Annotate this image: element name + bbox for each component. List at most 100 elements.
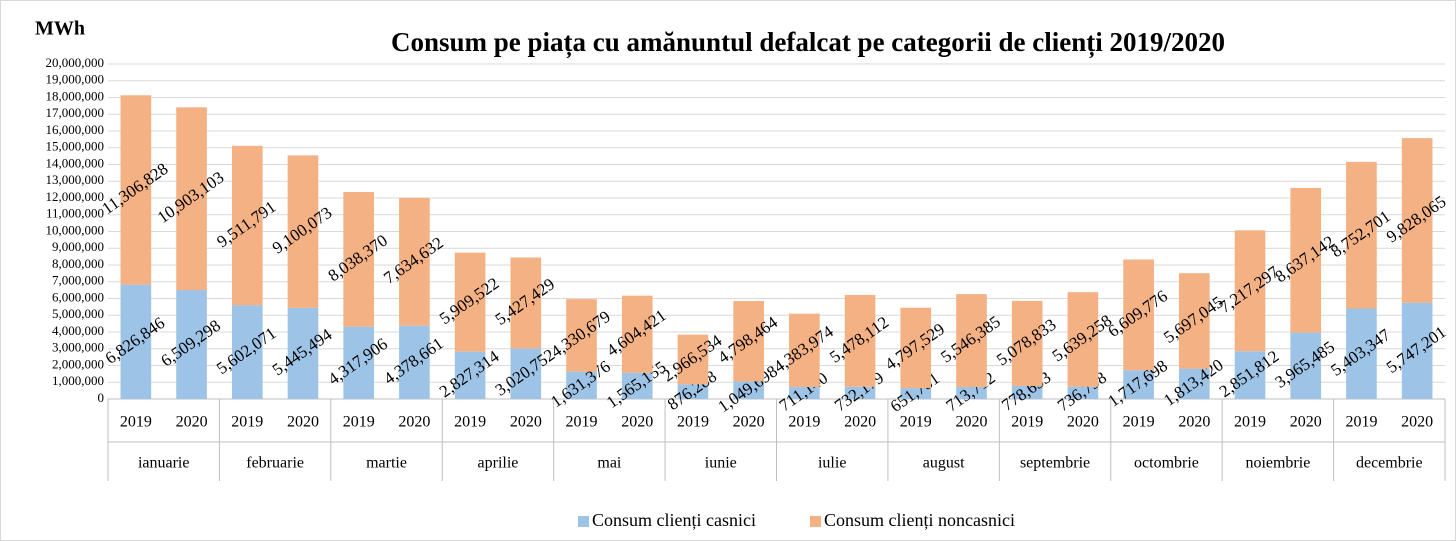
x-tick-label: 2020 (510, 414, 542, 431)
x-tick-label: 2019 (120, 414, 152, 431)
x-group-label: august (923, 455, 965, 472)
bar-segment (1011, 385, 1043, 399)
y-tick-label: 6,000,000 (52, 289, 104, 304)
x-group-label: iunie (705, 455, 737, 472)
x-tick-label: 2020 (398, 414, 430, 431)
bar-segment (1067, 292, 1099, 387)
x-group-label: octombrie (1134, 455, 1199, 472)
bar-segment (454, 351, 486, 399)
x-group-label: ianuarie (138, 455, 190, 472)
legend-swatch (810, 516, 821, 527)
y-tick-label: 2,000,000 (52, 356, 104, 371)
x-tick-label: 2019 (677, 414, 709, 431)
y-tick-label: 11,000,000 (46, 206, 104, 221)
x-group-label: aprilie (478, 455, 519, 472)
y-tick-label: 5,000,000 (52, 306, 104, 321)
x-tick-label: 2020 (955, 414, 987, 431)
bar-segment (510, 257, 542, 349)
x-tick-label: 2019 (231, 414, 263, 431)
bar-segment (1401, 302, 1433, 399)
bar-segment (844, 294, 876, 387)
bar-segment (231, 305, 263, 399)
bar-segment (1234, 351, 1266, 399)
x-group-label: iulie (818, 455, 846, 472)
bar-segment (1178, 273, 1210, 369)
bar-segment (1290, 332, 1322, 399)
x-tick-label: 2020 (176, 414, 208, 431)
bar-segment (1346, 308, 1377, 399)
bar-segment (287, 155, 319, 308)
bar-segment (399, 197, 430, 326)
x-tick-label: 2019 (1011, 414, 1043, 431)
y-tick-label: 18,000,000 (46, 88, 105, 103)
bar-segment (621, 295, 653, 373)
bar-segment (454, 252, 486, 352)
bar-segment (1401, 138, 1433, 303)
y-tick-label: 3,000,000 (52, 340, 104, 355)
y-tick-label: 13,000,000 (46, 172, 105, 187)
x-tick-label: 2020 (1178, 414, 1210, 431)
bar-segment (287, 307, 319, 399)
y-tick-label: 0 (98, 390, 105, 405)
x-group-label: decembrie (1356, 455, 1423, 472)
bar-segment (1346, 161, 1377, 309)
x-tick-label: 2020 (287, 414, 319, 431)
bar-segment (900, 307, 932, 389)
x-tick-label: 2020 (733, 414, 765, 431)
bar-segment (1234, 230, 1266, 352)
bar-segment (956, 294, 987, 388)
x-tick-label: 2020 (1290, 414, 1322, 431)
x-tick-label: 2019 (566, 414, 598, 431)
y-tick-label: 1,000,000 (52, 373, 104, 388)
bar-segment (1290, 187, 1322, 333)
y-tick-label: 9,000,000 (52, 239, 104, 254)
y-tick-label: 12,000,000 (46, 189, 105, 204)
legend-label: Consum clienți noncasnici (824, 510, 1015, 530)
y-tick-label: 17,000,000 (46, 105, 105, 120)
y-tick-label: 8,000,000 (52, 256, 104, 271)
bar-segment (677, 384, 709, 399)
bar-segment (343, 326, 375, 399)
y-tick-label: 7,000,000 (52, 273, 104, 288)
y-tick-label: 4,000,000 (52, 323, 104, 338)
x-tick-label: 2019 (1234, 414, 1266, 431)
x-tick-label: 2019 (788, 414, 820, 431)
x-tick-label: 2019 (454, 414, 486, 431)
chart-title: Consum pe piața cu amănuntul defalcat pe… (391, 27, 1225, 58)
x-tick-label: 2020 (844, 414, 876, 431)
legend-label: Consum clienți casnici (592, 510, 756, 530)
bar-segment (566, 299, 597, 372)
bar-segment (1011, 300, 1043, 386)
x-group-label: februarie (246, 455, 304, 472)
y-tick-label: 19,000,000 (46, 72, 105, 87)
bar-segment (120, 95, 152, 285)
bar-segment (733, 301, 764, 382)
x-group-label: noiembrie (1245, 455, 1310, 472)
x-tick-label: 2020 (621, 414, 653, 431)
bar-segment (399, 325, 430, 399)
bar-segment (176, 289, 207, 399)
bar-segment (621, 372, 653, 399)
x-group-label: martie (366, 455, 407, 472)
x-tick-label: 2019 (343, 414, 375, 431)
bar-segment (900, 388, 932, 399)
y-tick-label: 14,000,000 (46, 155, 105, 170)
x-group-label: septembrie (1020, 455, 1090, 472)
y-tick-label: 15,000,000 (46, 139, 105, 154)
y-tick-label: 16,000,000 (46, 122, 105, 137)
bar-segment (566, 371, 597, 399)
bar-segment (176, 107, 207, 290)
bar-segment (789, 313, 820, 388)
bar-segment (1178, 368, 1210, 399)
bar-segment (677, 334, 709, 385)
x-tick-label: 2019 (900, 414, 932, 431)
bar-segment (844, 386, 876, 399)
bar-segment (733, 381, 764, 399)
x-tick-label: 2020 (1401, 414, 1433, 431)
y-tick-label: 20,000,000 (46, 55, 105, 70)
x-tick-label: 2020 (1067, 414, 1099, 431)
bar-segment (120, 284, 152, 399)
x-tick-label: 2019 (1123, 414, 1155, 431)
